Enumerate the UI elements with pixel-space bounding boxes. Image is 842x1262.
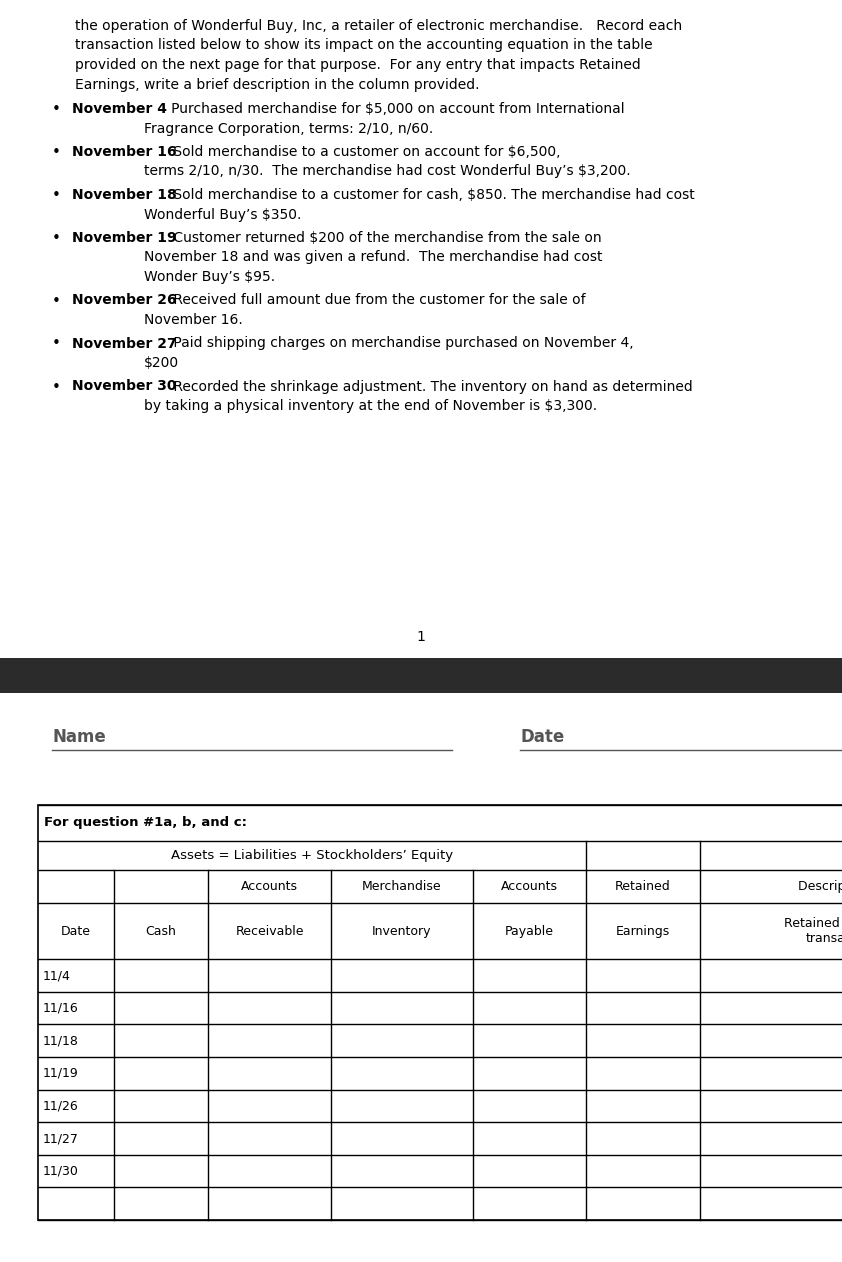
Text: Recorded the shrinkage adjustment. The inventory on hand as determined: Recorded the shrinkage adjustment. The i… [169,380,693,394]
Text: terms 2/10, n/30.  The merchandise had cost Wonderful Buy’s $3,200.: terms 2/10, n/30. The merchandise had co… [144,164,631,178]
Text: November 16.: November 16. [144,313,242,327]
Text: Inventory: Inventory [372,925,432,938]
Text: •: • [52,231,61,246]
Text: $200: $200 [144,356,179,370]
Text: 11/19: 11/19 [43,1066,79,1080]
Text: November 18: November 18 [72,188,177,202]
Text: November 26: November 26 [72,294,177,308]
Text: 11/27: 11/27 [43,1132,79,1145]
Text: Description of: Description of [797,880,842,893]
Text: by taking a physical inventory at the end of November is $3,300.: by taking a physical inventory at the en… [144,399,597,413]
Text: Received full amount due from the customer for the sale of: Received full amount due from the custom… [169,294,586,308]
Text: November 18 and was given a refund.  The merchandise had cost: November 18 and was given a refund. The … [144,250,603,265]
Text: Cash: Cash [146,925,176,938]
Text: Retained: Retained [615,880,671,893]
Text: •: • [52,294,61,308]
Text: •: • [52,145,61,160]
Text: Retained Earnings
transaction: Retained Earnings transaction [785,917,842,945]
Text: Accounts: Accounts [501,880,558,893]
Text: 11/30: 11/30 [43,1165,79,1177]
Text: Accounts: Accounts [241,880,298,893]
Text: •: • [52,188,61,203]
Text: Paid shipping charges on merchandise purchased on November 4,: Paid shipping charges on merchandise pur… [169,337,634,351]
Text: 11/18: 11/18 [43,1035,79,1047]
Text: •: • [52,102,61,117]
Text: November 19: November 19 [72,231,177,245]
Text: Payable: Payable [505,925,554,938]
Text: Name: Name [52,728,106,746]
Text: 11/16: 11/16 [43,1002,79,1015]
Text: Earnings, write a brief description in the column provided.: Earnings, write a brief description in t… [75,77,479,92]
Text: November 16: November 16 [72,145,177,159]
Text: provided on the next page for that purpose.  For any entry that impacts Retained: provided on the next page for that purpo… [75,58,641,72]
Text: Receivable: Receivable [235,925,304,938]
Text: Purchased merchandise for $5,000 on account from International: Purchased merchandise for $5,000 on acco… [158,102,625,116]
Text: Date: Date [520,728,564,746]
Text: For question #1a, b, and c:: For question #1a, b, and c: [44,817,247,829]
Bar [0,658,842,693]
Text: 1: 1 [417,630,425,644]
Text: Merchandise: Merchandise [362,880,442,893]
Text: November 4: November 4 [72,102,167,116]
Text: •: • [52,380,61,395]
Text: 11/4: 11/4 [43,969,71,982]
Text: •: • [52,337,61,352]
Text: the operation of Wonderful Buy, Inc, a retailer of electronic merchandise.   Rec: the operation of Wonderful Buy, Inc, a r… [75,19,682,33]
Text: Assets = Liabilities + Stockholders’ Equity: Assets = Liabilities + Stockholders’ Equ… [171,849,453,862]
Text: Date: Date [61,925,91,938]
Text: Sold merchandise to a customer for cash, $850. The merchandise had cost: Sold merchandise to a customer for cash,… [169,188,695,202]
Text: Earnings: Earnings [616,925,670,938]
Text: Customer returned $200 of the merchandise from the sale on: Customer returned $200 of the merchandis… [169,231,602,245]
Text: transaction listed below to show its impact on the accounting equation in the ta: transaction listed below to show its imp… [75,39,653,53]
Text: November 30: November 30 [72,380,177,394]
Text: November 27: November 27 [72,337,177,351]
Text: Sold merchandise to a customer on account for $6,500,: Sold merchandise to a customer on accoun… [169,145,561,159]
Text: Wonderful Buy’s $350.: Wonderful Buy’s $350. [144,207,301,222]
Text: Wonder Buy’s $95.: Wonder Buy’s $95. [144,270,275,284]
Text: Fragrance Corporation, terms: 2/10, n/60.: Fragrance Corporation, terms: 2/10, n/60… [144,121,434,135]
Text: 11/26: 11/26 [43,1099,79,1112]
Bar [38,805,842,1220]
